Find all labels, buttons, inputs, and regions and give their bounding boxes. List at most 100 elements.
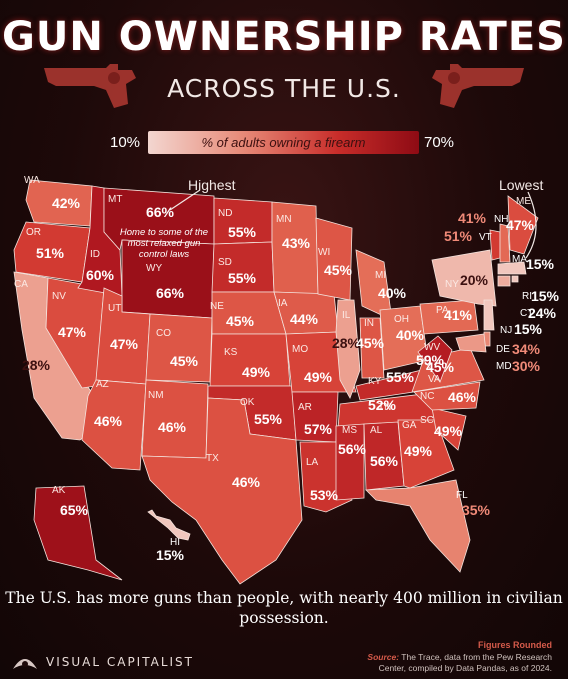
state-abbr-tn: TN: [378, 402, 391, 413]
state-hi: [147, 509, 191, 541]
state-abbr-ms: MS: [342, 425, 357, 436]
state-value-ms: 56%: [338, 441, 367, 457]
state-abbr-oh: OH: [394, 314, 409, 325]
state-value-mt: 66%: [146, 204, 175, 220]
state-wv: [417, 335, 453, 383]
state-pa: [419, 299, 479, 335]
state-abbr-ca: CA: [14, 279, 28, 290]
state-value-wy: 66%: [156, 285, 185, 301]
state-fl: [365, 479, 471, 573]
state-value-va: 45%: [426, 359, 455, 375]
state-value-az: 46%: [94, 413, 123, 429]
state-value-il: 28%: [332, 335, 361, 351]
state-abbr-nj: NJ: [500, 325, 512, 336]
state-me: [507, 195, 539, 255]
state-value-nm: 46%: [158, 419, 187, 435]
state-abbr-ak: AK: [52, 485, 66, 496]
state-abbr-md: MD: [496, 361, 512, 372]
state-abbr-wi: WI: [318, 247, 330, 258]
state-value-ia: 44%: [290, 311, 319, 327]
legend-min-label: 10%: [110, 134, 141, 151]
state-abbr-mo: MO: [292, 344, 308, 355]
state-value-nc: 46%: [448, 389, 477, 405]
state-nh: [499, 223, 511, 263]
state-value-ut: 47%: [110, 336, 139, 352]
state-value-ar: 57%: [304, 421, 333, 437]
caption: The U.S. has more guns than people, with…: [5, 589, 563, 627]
figures-rounded-note: Figures Rounded: [478, 640, 552, 650]
state-value-mo: 49%: [304, 369, 333, 385]
state-value-wi: 45%: [324, 262, 353, 278]
state-abbr-az: AZ: [96, 379, 109, 390]
state-abbr-hi: HI: [170, 537, 180, 548]
state-wi: [315, 217, 353, 301]
state-nj: [483, 299, 495, 331]
brand-name: VISUAL CAPITALIST: [46, 655, 194, 669]
state-ga: [397, 419, 455, 489]
source-label: Source:: [367, 652, 400, 662]
state-value-md: 30%: [512, 358, 541, 374]
highest-callout: Highest: [188, 177, 236, 193]
state-abbr-nd: ND: [218, 208, 232, 219]
state-abbr-ar: AR: [298, 402, 312, 413]
page-title: GUN OWNERSHIP RATES: [2, 14, 566, 60]
state-value-ks: 49%: [242, 364, 271, 380]
state-value-in: 45%: [356, 335, 385, 351]
state-abbr-ky: KY: [368, 376, 382, 387]
state-ct: [497, 275, 511, 287]
state-abbr-fl: FL: [456, 490, 468, 501]
state-nc: [413, 381, 481, 411]
state-value-ny: 20%: [460, 272, 489, 288]
state-value-tn: 52%: [368, 397, 397, 413]
source-note: Source: The Trace, data from the Pew Res…: [352, 652, 552, 674]
state-value-ak: 65%: [60, 502, 89, 518]
state-ri: [511, 275, 519, 283]
visual-capitalist-logo-icon: [13, 659, 37, 669]
state-abbr-ut: UT: [108, 303, 121, 314]
state-ms: [335, 423, 365, 501]
state-abbr-sc: SC: [420, 415, 434, 426]
state-value-nh: 41%: [458, 210, 487, 226]
state-value-ma: 15%: [526, 256, 555, 272]
state-value-ri: 15%: [531, 288, 560, 304]
state-value-ca: 28%: [22, 357, 51, 373]
state-abbr-wy: WY: [146, 263, 162, 274]
state-abbr-pa: PA: [436, 305, 449, 316]
state-abbr-ga: GA: [402, 420, 417, 431]
state-abbr-ne: NE: [210, 301, 224, 312]
state-value-tx: 46%: [232, 474, 261, 490]
state-abbr-ri: RI: [522, 291, 532, 302]
page-subtitle: ACROSS THE U.S.: [167, 74, 401, 103]
state-wa: [25, 179, 93, 227]
state-value-nv: 47%: [58, 324, 87, 340]
state-value-ga: 49%: [404, 443, 433, 459]
revolver-left-icon: [44, 64, 136, 108]
state-abbr-mt: MT: [108, 194, 122, 205]
state-tx: [141, 397, 303, 585]
state-abbr-ct: CT: [520, 308, 533, 319]
state-abbr-or: OR: [26, 227, 41, 238]
state-co: [145, 313, 213, 383]
state-ak: [33, 485, 123, 581]
source-text: The Trace, data from the Pew Research Ce…: [378, 652, 552, 673]
state-value-ne: 45%: [226, 313, 255, 329]
state-value-mi: 40%: [378, 285, 407, 301]
state-abbr-id: ID: [90, 249, 100, 260]
state-abbr-sd: SD: [218, 257, 232, 268]
state-value-id: 60%: [86, 267, 115, 283]
state-value-ct: 24%: [528, 305, 557, 321]
state-value-co: 45%: [170, 353, 199, 369]
state-value-sc: 49%: [434, 423, 463, 439]
state-abbr-nc: NC: [420, 391, 434, 402]
state-md: [455, 333, 487, 353]
state-value-fl: 35%: [462, 502, 491, 518]
state-abbr-co: CO: [156, 328, 171, 339]
state-value-mn: 43%: [282, 235, 311, 251]
montana-note: Home to some of the most relaxed gun con…: [119, 227, 209, 260]
state-value-al: 56%: [370, 453, 399, 469]
state-value-sd: 55%: [228, 270, 257, 286]
state-abbr-wv: WV: [424, 342, 440, 353]
state-value-vt: 51%: [444, 228, 473, 244]
state-value-la: 53%: [310, 487, 339, 503]
